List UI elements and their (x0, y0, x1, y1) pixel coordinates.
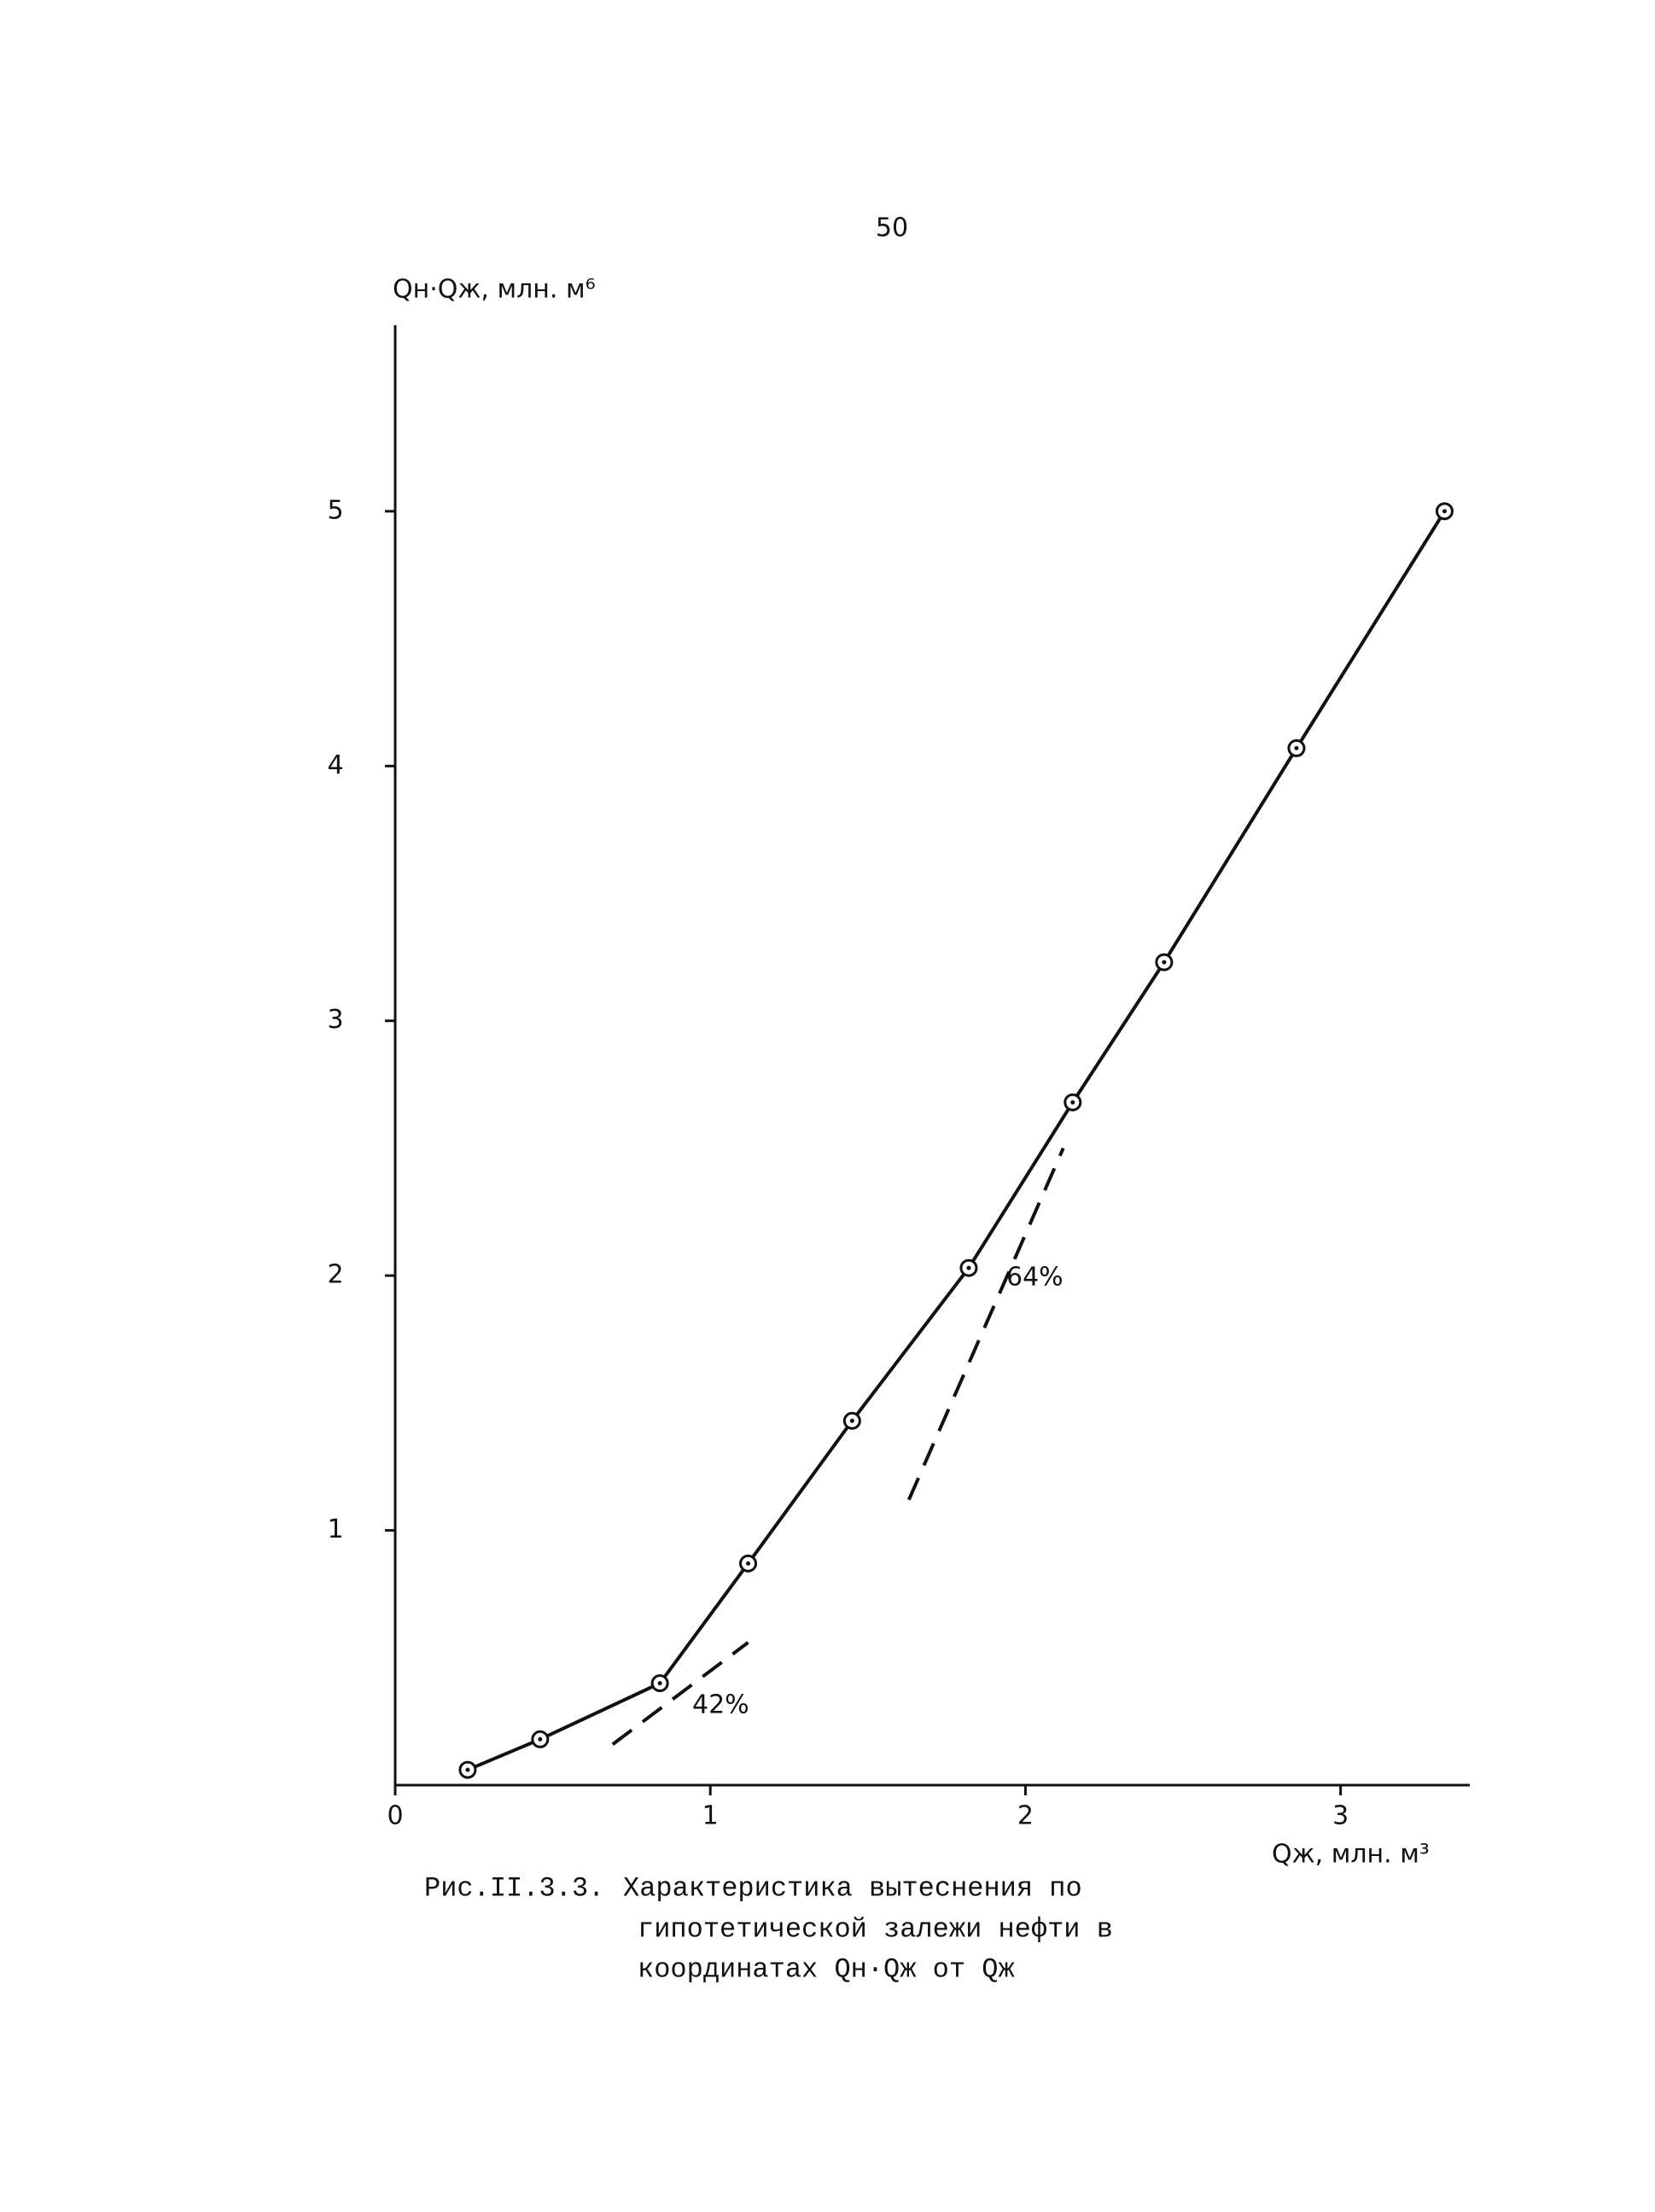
data-point-dot (746, 1561, 751, 1566)
data-line (467, 510, 1447, 1771)
y-tick-label: 2 (327, 1260, 343, 1290)
tangent-line (906, 1147, 1065, 1501)
annotation: 64% (1006, 1263, 1064, 1293)
caption-line: координатах Qн·Qж от Qж (638, 1953, 1015, 1985)
x-tick-label: 1 (702, 1801, 719, 1831)
x-axis-label: Qж, млн. м³ (1272, 1840, 1430, 1870)
annotation: 42% (692, 1690, 749, 1720)
caption-line: Характеристика вытеснения по (623, 1872, 1082, 1904)
caption-label: Рис.II.3.3. (424, 1872, 604, 1904)
y-tick-label: 5 (327, 495, 343, 525)
data-point-dot (538, 1736, 543, 1742)
data-point-dot (1162, 960, 1167, 965)
data-point-dot (465, 1767, 470, 1772)
tangent-line (611, 1641, 749, 1746)
page-number: 50 (876, 213, 908, 243)
data-point-dot (966, 1265, 971, 1270)
y-axis-label: Qн·Qж, млн. м⁶ (393, 275, 596, 305)
data-point-dot (1294, 745, 1299, 750)
data-point-dot (1070, 1100, 1075, 1105)
data-point-dot (657, 1681, 662, 1686)
data-point-dot (849, 1418, 854, 1423)
caption-line: гипотетической залежи нефти в (638, 1913, 1113, 1945)
y-tick-label: 1 (327, 1515, 343, 1544)
data-point-dot (1442, 509, 1447, 514)
x-tick-label: 0 (387, 1801, 403, 1831)
x-tick-label: 3 (1332, 1801, 1349, 1831)
x-tick-label: 2 (1017, 1801, 1034, 1831)
y-tick-label: 4 (327, 750, 343, 780)
y-tick-label: 3 (327, 1005, 343, 1035)
